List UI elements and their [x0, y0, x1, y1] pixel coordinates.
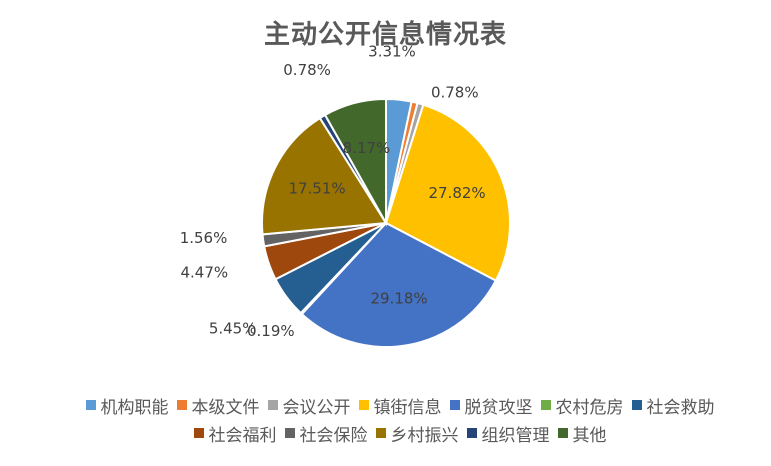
- data-label-社会福利: 4.47%: [180, 263, 228, 281]
- legend-label: 社会救助: [646, 397, 715, 418]
- legend-item-组织管理: 组织管理: [466, 422, 550, 446]
- legend-item-社会保险: 社会保险: [284, 422, 368, 446]
- pie-slice-乡村振兴: [261, 116, 388, 236]
- legend-item-机构职能: 机构职能: [85, 394, 169, 418]
- legend-label: 会议公开: [282, 397, 351, 418]
- legend-item-乡村振兴: 乡村振兴: [375, 422, 459, 446]
- data-label-镇街信息: 27.82%: [428, 184, 485, 202]
- legend-item-农村危房: 农村危房: [540, 394, 624, 418]
- pie-slice-其他: [323, 97, 387, 227]
- data-label-其他: 8.17%: [343, 139, 391, 157]
- chart-title: 主动公开信息情况表: [263, 20, 507, 50]
- legend-label: 机构职能: [100, 397, 169, 418]
- data-label-乡村振兴: 17.51%: [288, 179, 345, 197]
- legend-item-脱贫攻坚: 脱贫攻坚: [449, 394, 533, 418]
- legend-label: 脱贫攻坚: [464, 397, 533, 418]
- pie-slice-镇街信息: [384, 103, 511, 282]
- legend-swatch: [466, 428, 477, 438]
- data-label-社会救助: 5.45%: [209, 320, 257, 338]
- data-label-脱贫攻坚: 29.18%: [370, 289, 427, 307]
- data-label-社会保险: 1.56%: [180, 229, 228, 247]
- legend-label: 镇街信息: [373, 397, 442, 418]
- legend-swatch: [375, 428, 386, 438]
- legend-item-镇街信息: 镇街信息: [358, 394, 442, 418]
- legend-item-社会福利: 社会福利: [193, 422, 277, 446]
- data-label-农村危房: 0.19%: [247, 322, 295, 340]
- legend-swatch: [284, 428, 295, 438]
- data-label-组织管理: 0.78%: [283, 61, 331, 79]
- legend-swatch: [540, 400, 551, 410]
- legend-item-会议公开: 会议公开: [267, 394, 351, 418]
- legend-label: 其他: [572, 425, 607, 446]
- legend-swatch: [449, 400, 460, 410]
- legend-swatch: [85, 400, 96, 410]
- legend-label: 乡村振兴: [390, 425, 459, 446]
- legend-swatch: [557, 428, 568, 438]
- legend-label: 本级文件: [191, 397, 260, 418]
- pie-slice-脱贫攻坚: [300, 221, 498, 348]
- legend-label: 组织管理: [481, 425, 550, 446]
- legend-label: 农村危房: [555, 397, 624, 418]
- data-label-机构职能: 3.31%: [368, 42, 416, 60]
- legend-swatch: [267, 400, 278, 410]
- legend-label: 社会保险: [299, 425, 368, 446]
- legend-swatch: [176, 400, 187, 410]
- legend-item-社会救助: 社会救助: [631, 394, 715, 418]
- legend-swatch: [631, 400, 642, 410]
- legend-swatch: [358, 400, 369, 410]
- legend-item-本级文件: 本级文件: [176, 394, 260, 418]
- chart-legend: 机构职能 本级文件 会议公开 镇街信息 脱贫攻坚 农村危房 社会救助社会福利 社会保险 乡村振兴…: [60, 394, 740, 446]
- legend-item-其他: 其他: [557, 422, 607, 446]
- legend-swatch: [193, 428, 204, 438]
- data-label-会议公开: 0.78%: [431, 84, 479, 102]
- legend-label: 社会福利: [208, 425, 277, 446]
